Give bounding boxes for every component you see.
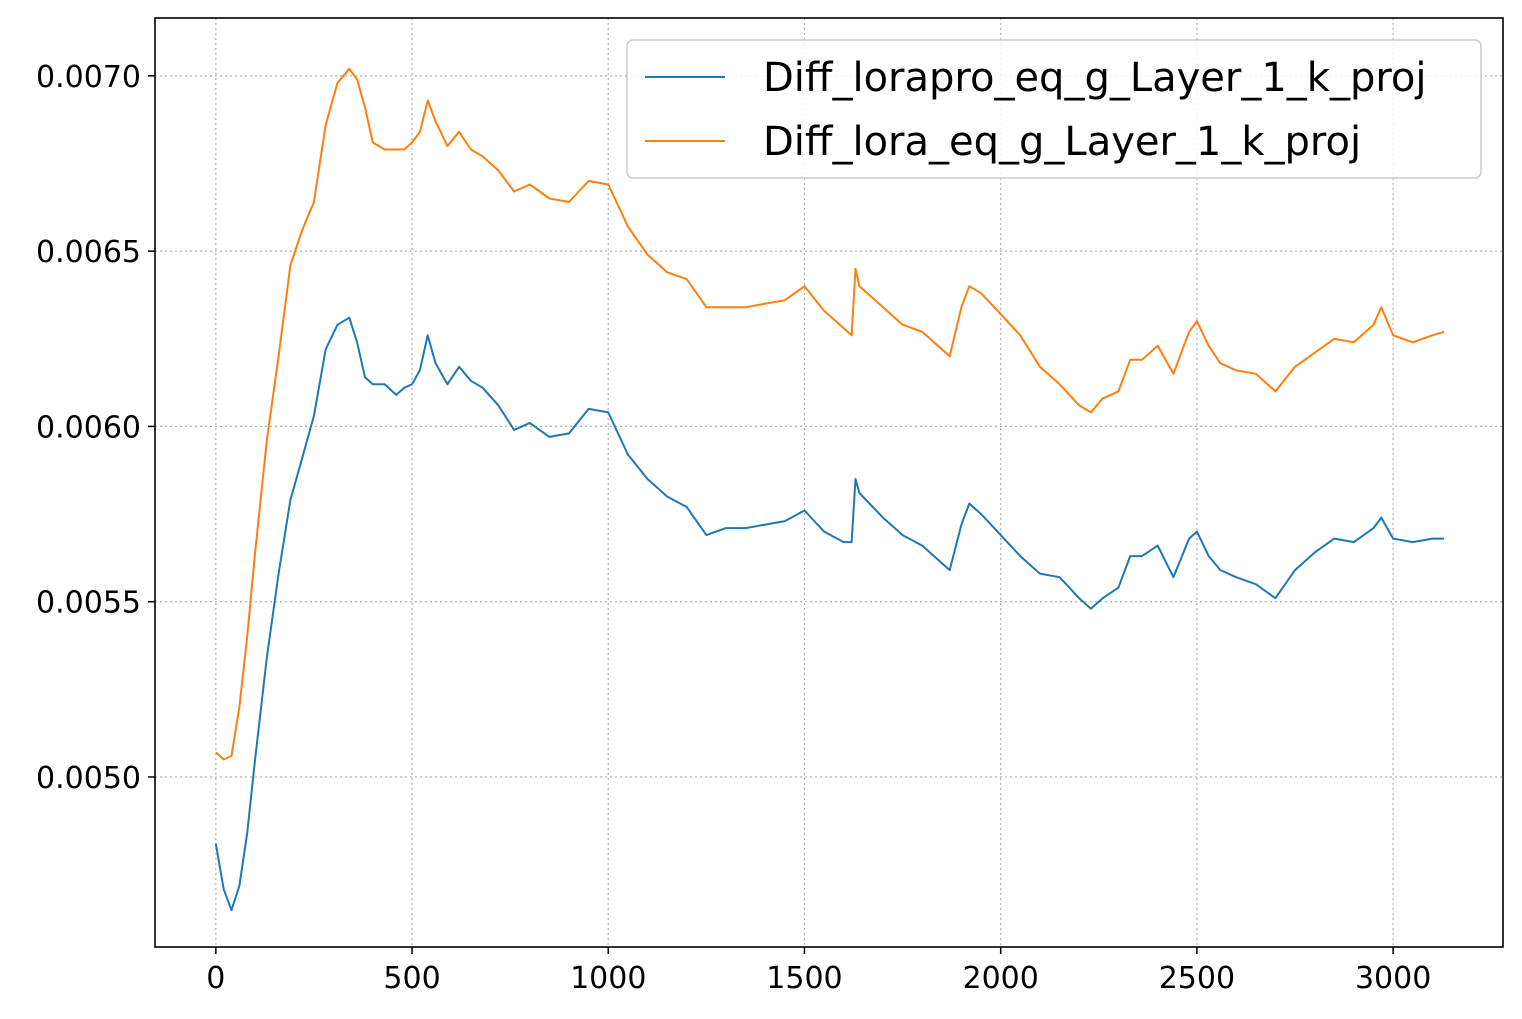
x-tick-label: 3000 — [1355, 961, 1431, 996]
legend: Diff_lorapro_eq_g_Layer_1_k_proj Diff_lor… — [626, 39, 1482, 179]
y-tick-label: 0.0050 — [36, 761, 141, 796]
legend-label-1: Diff_lorapro_eq_g_Layer_1_k_proj — [763, 55, 1427, 101]
y-axis: 0.0050 0.0055 0.0060 0.0065 0.0070 — [36, 60, 155, 796]
x-tick-label: 500 — [383, 961, 440, 996]
series-line-2 — [215, 67, 1445, 761]
plot-area-frame — [154, 17, 1504, 948]
y-tick-label: 0.0060 — [36, 410, 141, 445]
x-tick-label: 1500 — [766, 961, 842, 996]
series-layer — [214, 67, 1445, 912]
y-tick-label: 0.0055 — [36, 586, 141, 621]
x-axis: 0 500 1000 1500 2000 2500 3000 — [206, 947, 1431, 996]
legend-label-2: Diff_lora_eq_g_Layer_1_k_proj — [763, 119, 1361, 165]
y-tick-label: 0.0065 — [36, 235, 141, 270]
x-tick-label: 2500 — [1159, 961, 1235, 996]
legend-box — [626, 39, 1482, 179]
y-tick-label: 0.0070 — [36, 60, 141, 95]
x-tick-label: 1000 — [570, 961, 646, 996]
x-tick-label: 2000 — [963, 961, 1039, 996]
series-line-1 — [214, 316, 1445, 912]
x-tick-label: 0 — [206, 961, 225, 996]
